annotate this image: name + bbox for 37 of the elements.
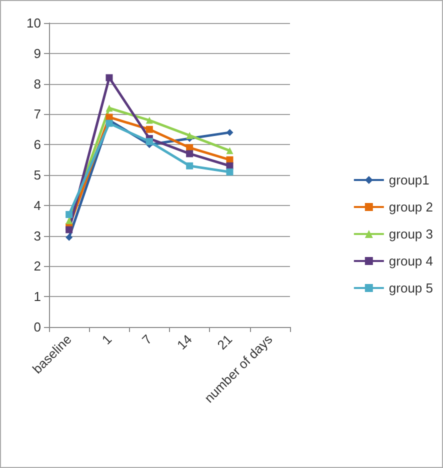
y-tick-label: 6 [34,137,41,152]
y-tick-label: 4 [34,198,41,213]
y-tick-label: 2 [34,258,41,274]
y-tick-label: 8 [34,76,41,92]
y-tick-label: 9 [34,46,41,61]
point [106,104,113,112]
point [186,162,194,170]
point [66,234,73,241]
x-tick-label: 7 [139,332,155,348]
point [146,138,153,146]
y-tick-label: 7 [34,106,41,122]
x-tick-label: 14 [174,332,195,353]
legend-label: group 5 [388,280,434,296]
legend-label: group 3 [388,226,434,242]
y-tick-label: 0 [34,320,41,334]
point [186,132,194,139]
legend-label: group 2 [388,200,434,214]
x-tick-label: 21 [214,332,236,353]
point [66,211,73,218]
point [146,126,153,133]
legend-label: group1 [388,172,430,188]
point [186,150,194,158]
x-tick-label: 1 [98,332,115,348]
point [66,226,73,234]
point [226,147,234,154]
point [226,128,234,136]
y-tick-label: 5 [34,168,41,182]
point [226,168,234,176]
y-tick-label: 3 [34,228,41,244]
point [146,116,153,124]
point [106,120,113,127]
y-tick-label: 1 [34,289,41,304]
point [66,217,73,224]
point [106,114,113,121]
point [106,74,113,82]
legend-label: group 4 [388,254,434,268]
y-tick-label: 10 [26,16,41,30]
